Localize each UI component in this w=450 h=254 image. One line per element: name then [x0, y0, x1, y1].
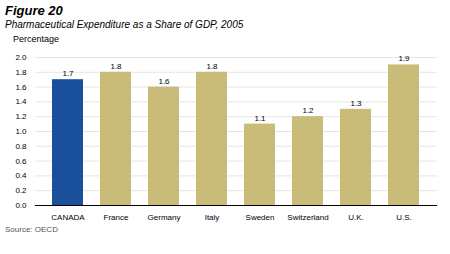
svg-text:0.6: 0.6 [15, 157, 27, 166]
html-text:Figure 20: Figure 20 [5, 3, 63, 18]
svg-text:1.6: 1.6 [15, 83, 27, 92]
svg-text:Switzerland: Switzerland [287, 213, 328, 222]
svg-text:1.7: 1.7 [62, 69, 74, 78]
svg-text:0.2: 0.2 [15, 186, 27, 195]
svg-text:Germany: Germany [148, 213, 181, 222]
svg-text:1.2: 1.2 [15, 112, 27, 121]
svg-text:CANADA: CANADA [51, 213, 85, 222]
svg-text:0.8: 0.8 [15, 142, 27, 151]
svg-text:0.4: 0.4 [15, 171, 27, 180]
svg-text:1.1: 1.1 [254, 114, 266, 123]
svg-text:France: France [104, 213, 129, 222]
svg-text:U.S.: U.S. [396, 213, 412, 222]
svg-text:1.3: 1.3 [350, 99, 362, 108]
html-text:Pharmaceutical Expenditure as: Pharmaceutical Expenditure as a Share of… [5, 19, 244, 30]
svg-text:Sweden: Sweden [246, 213, 275, 222]
svg-text:1.2: 1.2 [302, 106, 314, 115]
svg-text:U.K.: U.K. [348, 213, 364, 222]
svg-text:1.8: 1.8 [206, 62, 218, 71]
svg-text:1.8: 1.8 [110, 62, 122, 71]
svg-text:1.4: 1.4 [15, 97, 27, 106]
svg-text:1.9: 1.9 [398, 54, 410, 63]
svg-text:0.0: 0.0 [15, 201, 27, 210]
svg-text:1.0: 1.0 [15, 127, 27, 136]
svg-text:2.0: 2.0 [15, 53, 27, 62]
svg-text:Italy: Italy [205, 213, 220, 222]
html-text:Source: OECD: Source: OECD [5, 225, 58, 234]
html-text:Percentage: Percentage [13, 34, 59, 44]
svg-text:1.6: 1.6 [158, 77, 170, 86]
svg-text:1.8: 1.8 [15, 68, 27, 77]
